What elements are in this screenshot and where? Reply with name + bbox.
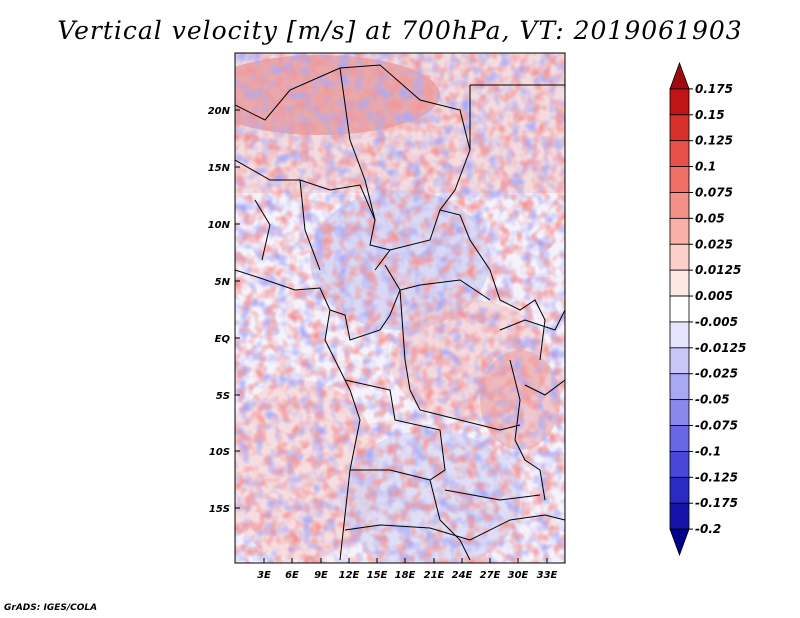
lat-labels: 20N 15N 10N 5N EQ 5S 10S 15S xyxy=(208,106,231,515)
colorbar-label: -0.0125 xyxy=(695,341,746,355)
colorbar-swatch xyxy=(669,399,690,426)
lon-label: 27E xyxy=(480,570,501,581)
lat-label: 10S xyxy=(209,447,230,458)
colorbar-swatch xyxy=(669,140,690,167)
colorbar-swatch xyxy=(669,476,690,504)
colorbar-swatch xyxy=(669,347,690,375)
colorbar-label: 0.125 xyxy=(695,134,733,148)
colorbar-label: -0.1 xyxy=(695,444,721,458)
colorbar-swatch xyxy=(669,166,690,193)
lon-ticks xyxy=(263,558,548,563)
lon-labels: 3E 6E 9E 12E 15E 18E 21E 24E 27E 30E 33E xyxy=(257,570,557,581)
colorbar-swatch xyxy=(669,217,690,245)
lat-label: 15S xyxy=(209,504,230,515)
lon-label: 9E xyxy=(314,570,328,581)
colorbar-swatch xyxy=(669,243,690,271)
lon-label: 30E xyxy=(508,570,529,581)
colorbar-label: -0.125 xyxy=(695,470,738,484)
colorbar-labels: 0.175 0.15 0.125 0.1 0.075 0.05 0.025 0.0125 0.0… xyxy=(695,82,746,536)
map-figure: 20N 15N 10N 5N EQ 5S 10S 15S 3E 6E 9E 12… xyxy=(208,52,746,581)
lat-label: 15N xyxy=(208,163,231,174)
lon-label: 24E xyxy=(452,570,473,581)
colorbar-label: -0.175 xyxy=(695,496,738,510)
colorbar-swatch xyxy=(669,502,690,530)
colorbar-swatch xyxy=(669,114,690,142)
chart-title: Vertical velocity [m/s] at 700hPa, VT: 2… xyxy=(57,16,743,45)
colorbar-label: -0.025 xyxy=(695,367,738,381)
colorbar-label: -0.005 xyxy=(695,315,738,329)
lon-label: 33E xyxy=(537,570,558,581)
colorbar-swatch xyxy=(669,321,690,349)
lon-label: 18E xyxy=(395,570,416,581)
colorbar xyxy=(669,61,693,557)
country-borders xyxy=(235,64,565,561)
lat-label: 5N xyxy=(215,277,231,288)
colorbar-label: 0.005 xyxy=(695,289,733,303)
colorbar-swatch xyxy=(669,269,690,297)
lon-label: 3E xyxy=(257,570,271,581)
lon-label: 15E xyxy=(367,570,388,581)
lon-label: 21E xyxy=(424,570,445,581)
grads-credit: GrADS: IGES/COLA xyxy=(4,603,98,613)
lat-label: 10N xyxy=(208,220,231,231)
colorbar-swatch xyxy=(669,61,690,90)
colorbar-label: 0.025 xyxy=(695,237,733,251)
colorbar-swatch xyxy=(669,451,690,478)
colorbar-swatch xyxy=(669,425,690,452)
colorbar-swatch xyxy=(669,295,690,323)
colorbar-swatch xyxy=(669,192,690,219)
lat-label: 5S xyxy=(216,391,230,402)
colorbar-label: 0.0125 xyxy=(695,263,741,277)
lon-label: 12E xyxy=(339,570,360,581)
velocity-field xyxy=(235,53,565,563)
lat-label: 20N xyxy=(208,106,231,117)
colorbar-swatch xyxy=(669,88,690,116)
colorbar-swatch xyxy=(669,528,690,557)
colorbar-label: 0.05 xyxy=(695,211,725,225)
lat-ticks xyxy=(235,109,240,509)
colorbar-label: -0.2 xyxy=(695,522,721,536)
lon-label: 6E xyxy=(285,570,299,581)
colorbar-label: 0.175 xyxy=(695,82,733,96)
map-frame xyxy=(234,52,566,564)
colorbar-label: 0.075 xyxy=(695,185,733,199)
colorbar-label: -0.05 xyxy=(695,393,730,407)
colorbar-swatch xyxy=(669,373,690,401)
colorbar-label: 0.15 xyxy=(695,108,725,122)
colorbar-label: -0.075 xyxy=(695,419,738,433)
colorbar-label: 0.1 xyxy=(695,160,716,174)
lat-label: EQ xyxy=(215,334,231,345)
